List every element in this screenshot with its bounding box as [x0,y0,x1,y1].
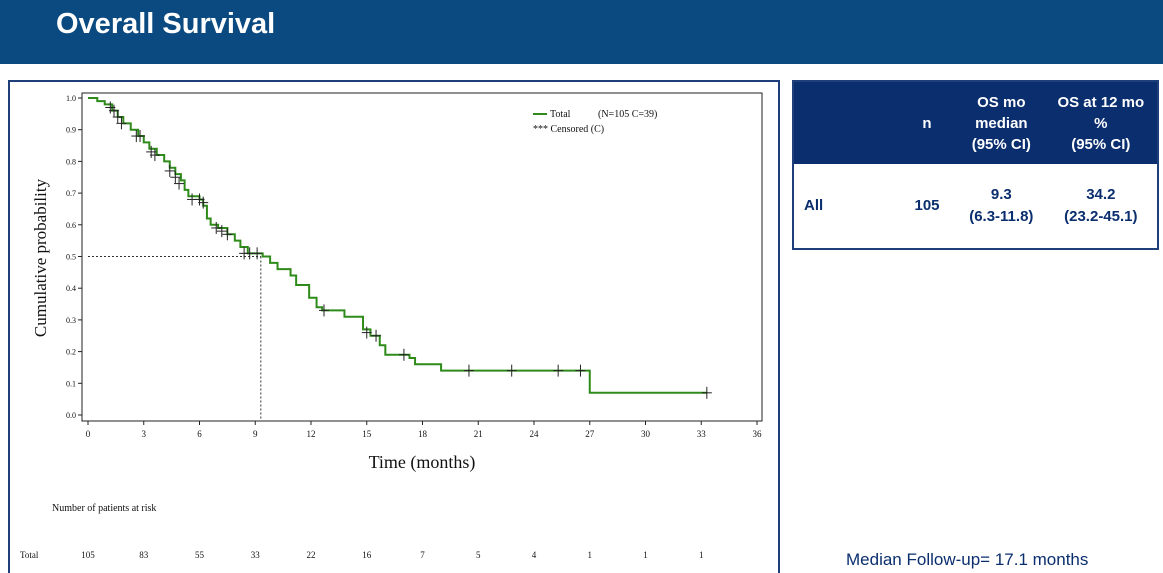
at-risk-count: 1 [699,550,704,560]
x-tick-label: 3 [142,429,147,439]
y-tick-label: 0.0 [66,411,76,420]
stats-cell-label: All [793,164,896,249]
censor-mark [398,348,409,361]
x-tick-label: 21 [474,429,483,439]
stats-header-blank [793,81,896,164]
stats-row-all: All 105 9.3 (6.3-11.8) 34.2 (23.2-45.1) [793,164,1158,249]
y-tick-label: 0.2 [66,348,76,357]
censor-mark [701,386,712,399]
censor-mark [174,177,185,190]
x-tick-label: 6 [197,429,202,439]
at-risk-count: 1 [643,550,648,560]
censor-mark [319,304,330,317]
stats-cell-median: 9.3 (6.3-11.8) [958,164,1045,249]
censor-mark [112,111,123,124]
page-title: Overall Survival [56,8,276,40]
censor-mark [222,228,233,241]
at-risk-title: Number of patients at risk [52,503,157,514]
y-tick-label: 0.4 [66,284,76,293]
km-chart: 0 3 6 9 12 15 18 21 24 27 30 33 360.00.10.20.30.40.5… [31,92,763,473]
at-risk-count: 4 [531,550,537,560]
x-tick-label: 27 [585,429,595,439]
y-tick-label: 0.3 [66,316,76,325]
censor-mark [170,171,181,184]
stats-cell-12mo: 34.2 (23.2-45.1) [1044,164,1158,249]
at-risk-count: 7 [420,550,425,560]
at-risk-count: 55 [195,550,204,560]
censor-mark [575,364,586,377]
y-axis-label: Cumulative probability [31,178,50,337]
at-risk-count: 5 [476,550,481,560]
y-tick-label: 0.9 [66,126,76,135]
legend-entry-censored: *** Censored (C) [533,124,604,135]
legend-entry-counts: (N=105 C=39) [598,109,657,120]
at-risk-row-label: Total [20,550,39,560]
stats-header-n: n [896,81,958,164]
y-tick-label: 0.6 [66,221,76,230]
x-tick-label: 24 [530,429,540,439]
x-tick-label: 12 [307,429,316,439]
censor-mark [361,326,372,339]
at-risk-count: 22 [306,550,316,560]
median-followup: Median Follow-up= 17.1 months [846,550,1089,569]
censor-mark [149,149,160,162]
censor-mark [216,225,227,238]
censor-mark [252,247,263,260]
x-tick-label: 36 [753,429,763,439]
censor-mark [116,117,127,130]
censor-mark [198,196,209,209]
x-tick-label: 30 [641,429,651,439]
x-axis-label: Time (months) [369,452,476,473]
censor-mark [109,104,120,117]
os-stats-table: n OS mo median (95% CI) OS at 12 mo % (9… [792,80,1159,250]
censor-mark [463,364,474,377]
at-risk-count: 16 [362,550,372,560]
at-risk-count: 1 [587,550,593,560]
y-tick-label: 0.7 [66,189,76,198]
y-tick-label: 0.5 [66,253,76,262]
stats-header-median: OS mo median (95% CI) [958,81,1045,164]
censor-mark [506,364,517,377]
y-tick-label: 0.8 [66,157,76,166]
x-tick-label: 18 [418,429,428,439]
stats-header-12mo: OS at 12 mo % (95% CI) [1044,81,1158,164]
at-risk-count: 33 [250,550,260,560]
x-tick-label: 33 [697,429,707,439]
header-bar: Overall Survival [0,0,1163,64]
stats-cell-n: 105 [896,164,958,249]
x-tick-label: 9 [253,429,258,439]
censor-mark [135,130,146,143]
censor-mark [211,221,222,234]
y-tick-label: 0.1 [66,379,76,388]
x-tick-label: 0 [86,429,91,439]
censor-mark [553,364,564,377]
y-tick-label: 1.0 [66,94,76,103]
legend-entry-total: Total [550,109,571,120]
censor-mark [164,164,175,177]
plot-area [81,92,763,422]
at-risk-count: 83 [139,550,149,560]
censor-mark [371,329,382,342]
at-risk-count: 105 [81,550,95,560]
stats-header-row: n OS mo median (95% CI) OS at 12 mo % (9… [793,81,1158,164]
x-tick-label: 15 [362,429,372,439]
